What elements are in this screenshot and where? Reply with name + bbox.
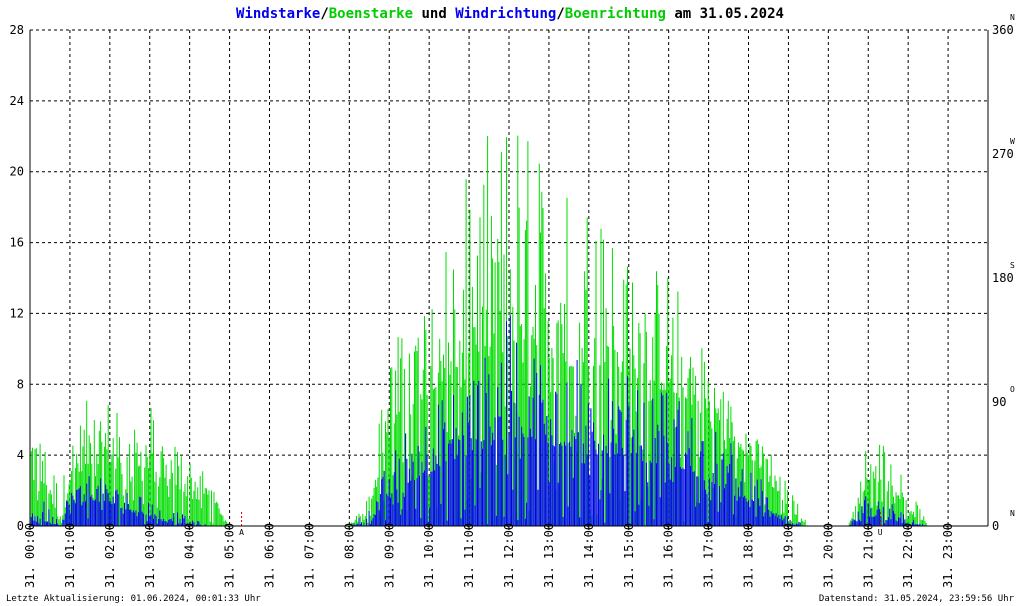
title-sep2: / [556,6,564,22]
x-tick-label: 31. 23:00 [941,523,955,588]
x-tick-label: 31. 00:00 [23,523,37,588]
y-right-tick-label: 0 [992,519,999,533]
x-tick-label: 31. 17:00 [702,523,716,588]
x-tick-label: 31. 22:00 [901,523,915,588]
y-right-tick-label: 180 [992,271,1014,285]
x-tick-label: 31. 05:00 [223,523,237,588]
y-left-tick-label: 28 [10,23,24,37]
title-und: und [413,6,455,22]
y-left-tick-label: 4 [17,448,24,462]
title-windstarke: Windstarke [236,6,320,22]
y-left-tick-label: 0 [17,519,24,533]
title-date: am 31.05.2024 [666,6,784,22]
x-tick-label: 31. 02:00 [103,523,117,588]
x-tick-label: 31. 19:00 [781,523,795,588]
y-right-direction-label: S [1010,261,1015,270]
y-left-tick-label: 20 [10,165,24,179]
x-tick-label: 31. 12:00 [502,523,516,588]
y-axis-left-ticks: 0 4 8 12 16 20 24 28 [10,23,24,533]
y-left-tick-label: 8 [17,377,24,391]
marker-label: A [239,528,244,537]
y-left-tick-label: 24 [10,94,24,108]
title-boenstarke: Boenstarke [329,6,413,22]
x-tick-label: 31. 09:00 [382,523,396,588]
x-tick-label: 31. 20:00 [821,523,835,588]
x-tick-label: 31. 01:00 [63,523,77,588]
y-left-tick-label: 12 [10,306,24,320]
y-right-direction-label: N [1010,509,1015,518]
y-right-tick-label: 270 [992,147,1014,161]
x-tick-label: 31. 10:00 [422,523,436,588]
footer-last-update: Letzte Aktualisierung: 01.06.2024, 00:01… [6,594,261,604]
x-tick-label: 31. 16:00 [662,523,676,588]
direction-points [30,0,987,508]
y-right-direction-label: O [1010,385,1015,394]
title-sep1: / [320,6,328,22]
x-axis-ticks: 31. 00:00 31. 01:00 31. 02:00 31. 03:00 31. … [23,523,955,588]
title-boenrichtung: Boenrichtung [565,6,666,22]
x-tick-label: 31. 18:00 [742,523,756,588]
x-tick-label: 31. 14:00 [582,523,596,588]
y-left-tick-label: 16 [10,236,24,250]
chart-title: Windstarke/Boenstarke und Windrichtung/B… [236,6,784,22]
y-right-tick-label: 90 [992,395,1006,409]
x-tick-label: 31. 04:00 [183,523,197,588]
footer-data-status: Datenstand: 31.05.2024, 23:59:56 Uhr [819,594,1015,604]
y-right-direction-label: W [1010,137,1015,146]
x-tick-label: 31. 21:00 [861,523,875,588]
x-tick-label: 31. 15:00 [622,523,636,588]
y-right-direction-label: N [1010,13,1015,22]
x-tick-label: 31. 06:00 [263,523,277,588]
y-right-tick-label: 360 [992,23,1014,37]
x-tick-label: 31. 08:00 [342,523,356,588]
marker-label: U [878,528,883,537]
x-tick-label: 31. 07:00 [302,523,316,588]
x-tick-label: 31. 11:00 [462,523,476,588]
x-tick-label: 31. 13:00 [542,523,556,588]
x-tick-label: 31. 03:00 [143,523,157,588]
title-windrichtung: Windrichtung [455,6,556,22]
